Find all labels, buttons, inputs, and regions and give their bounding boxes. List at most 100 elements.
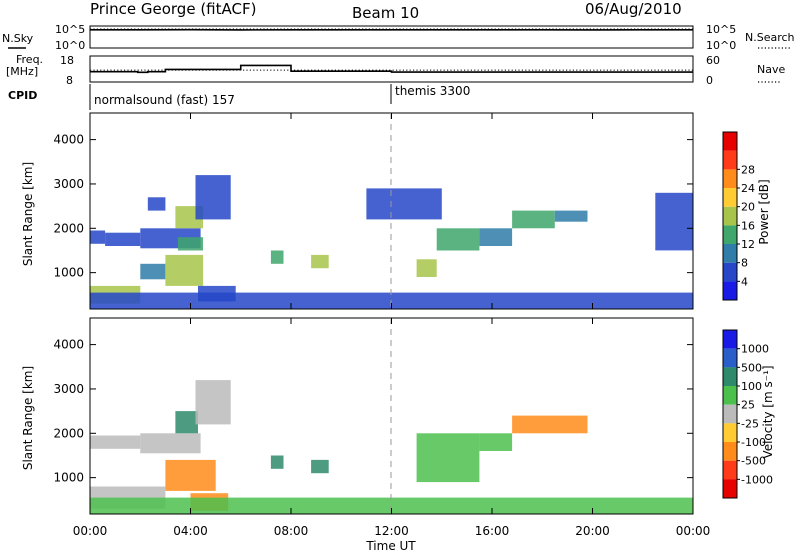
colorbar-swatch <box>723 442 737 461</box>
colorbar-tick-label: 20 <box>741 201 755 214</box>
colorbar-swatch <box>723 348 737 368</box>
colorbar-tick-label: 16 <box>741 219 755 232</box>
nave-right-tick-top: 60 <box>706 54 720 67</box>
velocity-y-axis-label: Slant Range [km] <box>21 366 35 470</box>
colorbar-tick-label: -100 <box>741 436 766 449</box>
x-axis-label: Time UT <box>365 539 416 553</box>
colorbar-swatch <box>723 404 737 424</box>
colorbar-swatch <box>723 367 737 386</box>
velocity-region-8 <box>311 459 329 474</box>
time-axis-ticks: 00:00 04:00 08:00 12:00 16:00 20:00 00:00 <box>73 113 711 538</box>
velocity-colorbar-label: Velocity [m s⁻¹] <box>761 365 775 458</box>
x-tick-label: 16:00 <box>475 524 510 538</box>
velocity-colorbar: 1000 500 100 25 -25 -100 -500 -1000 <box>722 329 773 499</box>
frequency-series <box>90 64 693 74</box>
power-colorbar: 4 8 12 16 20 24 28 <box>722 131 755 301</box>
freq-left-tick-bottom: 8 <box>66 74 73 87</box>
beam-label: Beam 10 <box>352 4 419 22</box>
y-tick-label: 3000 <box>53 382 84 396</box>
colorbar-tick-label: 12 <box>741 238 755 251</box>
y-tick-label: 3000 <box>53 177 84 191</box>
colorbar-swatch <box>723 479 737 498</box>
colorbar-swatch <box>723 169 737 188</box>
y-tick-label: 1000 <box>53 471 84 485</box>
colorbar-swatch <box>723 150 737 170</box>
colorbar-swatch <box>723 206 737 226</box>
noise-series <box>90 28 693 31</box>
colorbar-tick-label: 8 <box>741 257 748 270</box>
power-region-17 <box>554 210 588 222</box>
power-region-14 <box>416 259 437 277</box>
freq-left-tick-top: 18 <box>60 54 74 67</box>
power-region-16 <box>512 210 555 229</box>
y-tick-label: 4000 <box>53 338 84 352</box>
power-region-12 <box>311 254 329 269</box>
power-heatmap <box>90 175 693 309</box>
colorbar-swatch <box>723 386 737 405</box>
velocity-y-ticks: 1000 2000 3000 4000 <box>53 338 693 485</box>
colorbar-tick-label: -500 <box>741 455 766 468</box>
colorbar-frame <box>722 131 738 301</box>
colorbar-swatch <box>723 330 737 349</box>
colorbar-swatch <box>723 225 737 244</box>
colorbar-tick-label: 1000 <box>741 343 769 356</box>
velocity-region-9 <box>416 433 480 483</box>
colorbar-tick-label: -25 <box>741 417 759 430</box>
station-title: Prince George (fitACF) <box>90 0 256 18</box>
noise-left-tick-bottom: 10^0 <box>55 39 85 52</box>
nsearch-label: N.Search <box>745 31 795 44</box>
power-y-ticks: 1000 2000 3000 4000 <box>53 133 693 280</box>
frequency-line <box>90 64 693 74</box>
cpid-label: CPID <box>8 89 37 102</box>
x-tick-label: 12:00 <box>374 524 409 538</box>
power-region-1 <box>105 232 141 246</box>
power-region-13 <box>436 228 480 251</box>
colorbar-swatch <box>723 132 737 151</box>
colorbar-swatch <box>723 262 737 282</box>
colorbar-frame <box>722 329 738 499</box>
date-label: 06/Aug/2010 <box>585 0 682 18</box>
power-region-18 <box>366 188 442 220</box>
x-tick-label: 08:00 <box>274 524 309 538</box>
colorbar-tick-label: 100 <box>741 380 762 393</box>
velocity-region-3 <box>195 380 231 425</box>
cpid-program-1: normalsound (fast) 157 <box>94 93 235 107</box>
velocity-region-10 <box>479 433 513 451</box>
freq-label-line2: [MHz] <box>6 65 38 78</box>
noise-panel <box>89 25 694 49</box>
power-region-0 <box>90 230 106 244</box>
noise-right-tick-bottom: 10^0 <box>706 39 736 52</box>
x-tick-label: 00:00 <box>676 524 711 538</box>
velocity-region-7 <box>270 455 284 469</box>
nsky-label: N.Sky <box>2 32 34 45</box>
colorbar-tick-label: -1000 <box>741 473 773 486</box>
velocity-region-11 <box>512 415 588 434</box>
noise-left-tick-top: 10^5 <box>55 23 85 36</box>
velocity-region-1 <box>140 433 201 454</box>
y-tick-label: 2000 <box>53 426 84 440</box>
x-tick-label: 00:00 <box>73 524 108 538</box>
nave-label: Nave <box>757 63 785 76</box>
colorbar-tick-label: 24 <box>741 182 755 195</box>
cpid-program-2: themis 3300 <box>395 84 470 98</box>
colorbar-tick-label: 500 <box>741 361 762 374</box>
colorbar-swatch <box>723 281 737 300</box>
freq-label-line1: Freq. <box>16 53 43 66</box>
power-region-8 <box>165 254 204 286</box>
colorbar-swatch <box>723 188 737 207</box>
noise-right-tick-top: 10^5 <box>706 23 736 36</box>
colorbar-tick-label: 25 <box>741 399 755 412</box>
y-tick-label: 4000 <box>53 133 84 147</box>
power-region-9 <box>177 237 203 251</box>
colorbar-tick-label: 4 <box>741 275 748 288</box>
velocity-region-0 <box>90 435 141 449</box>
colorbar-swatch <box>723 423 737 442</box>
colorbar-tick-label: 28 <box>741 163 755 176</box>
power-y-axis-label: Slant Range [km] <box>21 162 35 266</box>
colorbar-swatch <box>723 460 737 480</box>
x-tick-label: 04:00 <box>173 524 208 538</box>
velocity-region-4 <box>165 459 216 491</box>
frequency-panel <box>89 55 694 83</box>
power-region-7 <box>140 263 166 280</box>
